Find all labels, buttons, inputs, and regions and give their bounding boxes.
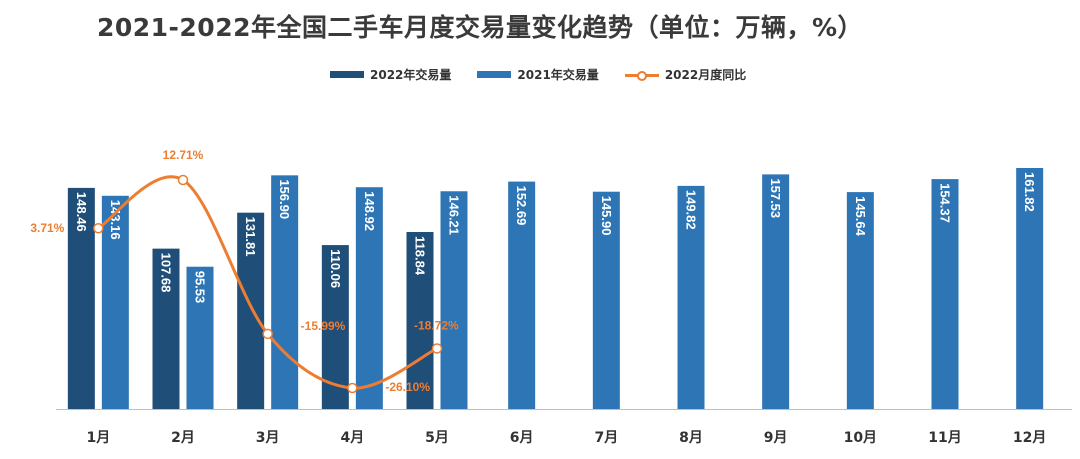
bar-label-2021-3: 156.90	[277, 179, 292, 219]
bar-label-2022-3: 131.81	[243, 217, 258, 257]
legend: 2022年交易量 2021年交易量 2022月度同比	[330, 66, 772, 83]
bar-label-2021-2: 95.53	[193, 271, 208, 304]
bar-2022-5	[406, 232, 434, 409]
bar-2021-1	[101, 195, 129, 409]
bar-2022-3	[237, 212, 265, 409]
bar-2021-8	[677, 185, 705, 409]
yoy-point-3	[262, 328, 273, 340]
yoy-point-1	[93, 222, 104, 234]
bar-2022-2	[152, 248, 180, 409]
x-tick-label-6: 6月	[510, 430, 534, 446]
bar-label-2022-5: 118.84	[413, 236, 428, 276]
bar-label-2021-6: 152.69	[514, 186, 529, 226]
x-tick-label-3: 3月	[256, 430, 280, 446]
bar-2021-6	[508, 181, 536, 409]
legend-item-2022-volume: 2022年交易量	[330, 66, 451, 83]
legend-swatch-yoy	[624, 69, 659, 81]
bar-2022-1	[67, 187, 95, 409]
yoy-point-2	[177, 174, 189, 186]
bar-2021-10	[846, 192, 874, 409]
legend-label-2021-volume: 2021年交易量	[517, 68, 599, 82]
yoy-point-4	[347, 382, 358, 394]
yoy-label-5: -18.72%	[414, 318, 459, 332]
x-tick-label-2: 2月	[171, 430, 195, 446]
bar-2021-5	[440, 191, 468, 409]
bar-label-2022-2: 107.68	[159, 253, 174, 293]
bar-label-2021-11: 154.37	[938, 183, 953, 223]
bar-2021-12	[1016, 168, 1044, 409]
bar-label-2021-5: 146.21	[447, 195, 462, 235]
legend-swatch-2022	[330, 71, 364, 78]
bar-2021-9	[762, 174, 790, 409]
bar-label-2021-8: 149.82	[684, 190, 699, 230]
bar-label-2022-4: 110.06	[328, 249, 343, 288]
legend-swatch-2021	[477, 71, 512, 78]
bar-label-2022-1: 148.46	[74, 192, 89, 232]
x-tick-label-11: 11月	[928, 430, 961, 446]
yoy-point-5	[431, 343, 443, 354]
bar-2021-3	[271, 175, 299, 409]
x-tick-label-10: 10月	[844, 430, 877, 446]
x-tick-label-12: 12月	[1013, 430, 1046, 446]
legend-label-2022-volume: 2022年交易量	[370, 68, 452, 82]
x-tick-label-5: 5月	[425, 430, 449, 446]
legend-label-yoy: 2022月度同比	[664, 68, 747, 82]
legend-item-yoy: 2022月度同比	[624, 66, 747, 83]
x-tick-label-8: 8月	[679, 430, 703, 446]
x-tick-label-9: 9月	[764, 430, 788, 446]
yoy-label-3: -15.99%	[301, 319, 346, 333]
legend-item-2021-volume: 2021年交易量	[477, 66, 599, 83]
yoy-label-1: 3.71%	[30, 221, 64, 235]
bar-2021-2	[186, 266, 214, 409]
x-tick-label-4: 4月	[340, 430, 364, 446]
bar-label-2021-9: 157.53	[768, 178, 783, 218]
yoy-line	[97, 175, 438, 390]
bar-label-2021-4: 148.92	[362, 191, 377, 231]
bar-2021-4	[355, 187, 383, 409]
x-tick-label-1: 1月	[86, 430, 110, 446]
chart-title: 2021-2022年全国二手车月度交易量变化趋势（单位：万辆，%）	[96, 13, 864, 42]
bar-label-2021-7: 145.90	[599, 196, 614, 236]
bar-2021-7	[592, 191, 620, 409]
yoy-label-4: -26.10%	[385, 380, 430, 394]
yoy-label-2: 12.71%	[163, 148, 204, 162]
bar-label-2021-10: 145.64	[853, 196, 868, 237]
x-tick-label-7: 7月	[594, 430, 618, 446]
bar-label-2021-12: 161.82	[1022, 172, 1037, 212]
bar-2021-11	[931, 179, 959, 409]
